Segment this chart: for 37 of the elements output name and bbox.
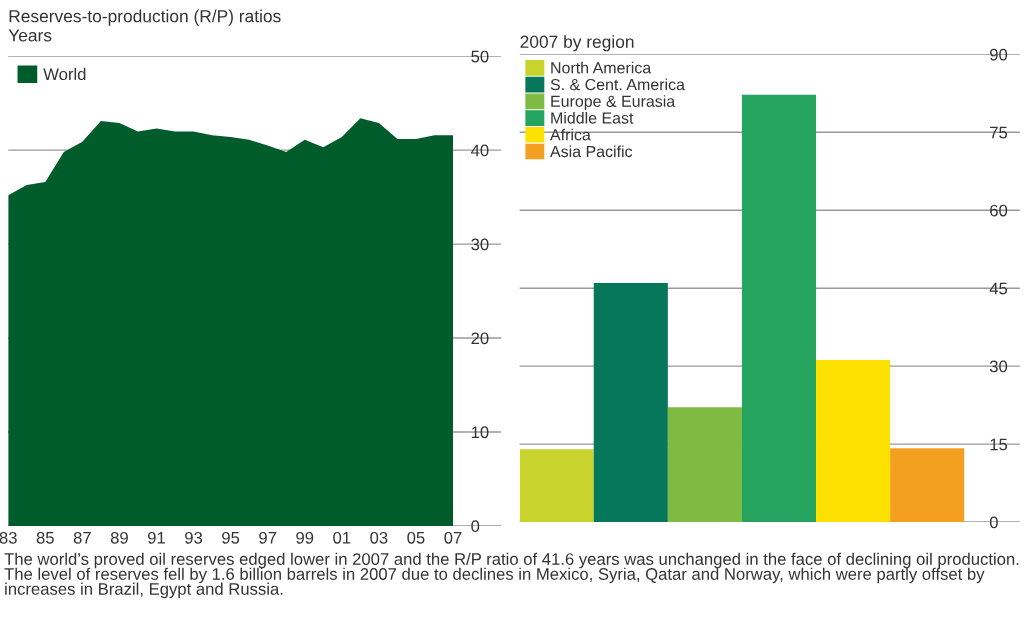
legend-label: Middle East bbox=[551, 111, 634, 124]
legend-label: North America bbox=[551, 61, 652, 74]
x-tick-label: 93 bbox=[185, 531, 203, 544]
text: The world’s proved oil reserves edged lower in 2007 and the R/P ratio of 41.6 years was unchanged in the face of declining oil production. The level of reserves fell by 1.6 billion barrels in 2007 due to declines in Mexico, Syria, Qatar and Norway, which were partly offset by increases in Brazil, Egypt and Russia. bbox=[4, 552, 1019, 599]
x-tick-label: 89 bbox=[110, 531, 128, 544]
x-tick-label: 87 bbox=[73, 531, 91, 544]
x-tick-label: 95 bbox=[222, 531, 240, 544]
chart-title: Reserves-to-production (R/P) ratios bbox=[9, 9, 281, 26]
x-tick-label: 99 bbox=[296, 531, 314, 544]
y-tick-label: 15 bbox=[990, 438, 1008, 451]
legend-label: S. & Cent. America bbox=[550, 78, 685, 91]
x-tick-label: 01 bbox=[333, 531, 351, 544]
legend-label: Asia Pacific bbox=[550, 145, 633, 158]
y-tick-label: 90 bbox=[990, 48, 1008, 61]
x-tick-label: 05 bbox=[407, 531, 425, 544]
x-tick-label: 83 bbox=[0, 531, 17, 544]
y-tick-label: 40 bbox=[471, 144, 489, 157]
y-tick-label: 60 bbox=[990, 204, 1008, 217]
x-tick-label: 07 bbox=[444, 531, 462, 544]
legend-label: Europe & Eurasia bbox=[551, 95, 676, 111]
y-tick-label: 20 bbox=[471, 332, 489, 345]
y-tick-label: 10 bbox=[471, 426, 489, 439]
x-tick-label: 85 bbox=[36, 531, 54, 544]
y-tick-label: 30 bbox=[989, 360, 1008, 373]
legend-label: World bbox=[43, 67, 86, 81]
y-tick-label: 0 bbox=[471, 520, 480, 533]
x-tick-label: 91 bbox=[147, 531, 165, 544]
y-tick-label: 0 bbox=[989, 516, 998, 529]
y-tick-label: 30 bbox=[471, 238, 489, 251]
y-tick-label: 50 bbox=[471, 50, 489, 63]
y-tick-label: 75 bbox=[990, 126, 1008, 139]
y-tick-label: 45 bbox=[989, 282, 1008, 295]
chart-title: 2007 by region bbox=[520, 35, 634, 52]
y-axis-title: Years bbox=[8, 29, 52, 42]
legend-label: Africa bbox=[550, 128, 591, 141]
x-tick-label: 03 bbox=[370, 531, 388, 544]
x-tick-label: 97 bbox=[259, 531, 277, 544]
